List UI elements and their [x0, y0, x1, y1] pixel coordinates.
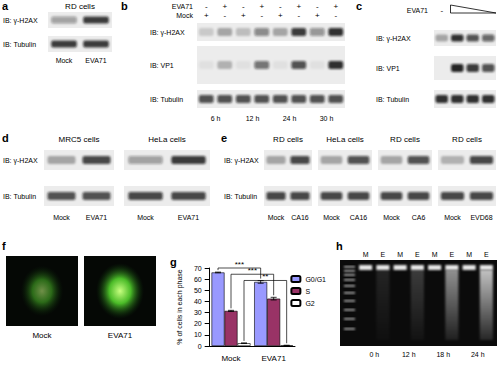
svg-text:E: E [415, 251, 420, 258]
svg-text:IB: γ-H2AX: IB: γ-H2AX [3, 157, 38, 165]
svg-text:S: S [305, 288, 310, 295]
svg-text:-: - [205, 2, 208, 11]
svg-text:M: M [397, 251, 403, 258]
svg-text:20: 20 [194, 320, 202, 327]
svg-text:Mock: Mock [56, 57, 73, 64]
svg-text:60: 60 [194, 276, 202, 283]
svg-text:EVA71: EVA71 [86, 214, 107, 221]
svg-text:Mock: Mock [53, 214, 70, 221]
svg-text:M: M [432, 251, 438, 258]
svg-text:+: + [333, 2, 338, 11]
svg-text:EVA71: EVA71 [108, 331, 133, 340]
svg-text:50: 50 [194, 287, 202, 294]
svg-text:RD cells: RD cells [65, 2, 95, 11]
svg-text:-: - [242, 2, 245, 11]
svg-text:CA6: CA6 [412, 214, 426, 221]
svg-text:IB: Tubulin: IB: Tubulin [376, 96, 409, 103]
svg-text:EVD68: EVD68 [470, 214, 492, 221]
svg-text:18 h: 18 h [436, 351, 450, 358]
svg-text:E: E [484, 251, 489, 258]
svg-text:-: - [316, 2, 319, 11]
svg-text:+: + [204, 11, 209, 20]
svg-text:+: + [278, 11, 283, 20]
svg-text:-: - [223, 11, 226, 20]
svg-text:IB: Tubulin: IB: Tubulin [3, 41, 36, 48]
svg-text:12 h: 12 h [246, 115, 260, 122]
svg-text:40: 40 [194, 298, 202, 305]
svg-text:Mock: Mock [383, 214, 400, 221]
svg-text:IB: γ-H2AX: IB: γ-H2AX [376, 35, 411, 43]
svg-text:-: - [279, 2, 282, 11]
svg-text:IB: Tubulin: IB: Tubulin [150, 96, 183, 103]
svg-text:EVA71: EVA71 [178, 214, 199, 221]
svg-text:EVA71: EVA71 [172, 3, 193, 10]
svg-text:Mock: Mock [32, 331, 52, 340]
svg-text:-: - [260, 11, 263, 20]
svg-text:a: a [2, 0, 9, 12]
svg-text:IB: γ-H2AX: IB: γ-H2AX [150, 29, 185, 37]
svg-text:***: *** [235, 260, 244, 269]
svg-text:70: 70 [194, 265, 202, 272]
svg-text:IB: Tubulin: IB: Tubulin [224, 193, 257, 200]
svg-text:IB: γ-H2AX: IB: γ-H2AX [224, 157, 259, 165]
svg-text:e: e [221, 132, 227, 144]
svg-text:Mock: Mock [444, 214, 461, 221]
svg-text:IB: γ-H2AX: IB: γ-H2AX [3, 17, 38, 25]
svg-text:h: h [336, 240, 343, 252]
svg-text:Mock: Mock [176, 12, 193, 19]
svg-text:30 h: 30 h [320, 115, 334, 122]
svg-text:d: d [2, 132, 9, 144]
svg-text:24 h: 24 h [471, 351, 485, 358]
svg-text:+: + [222, 2, 227, 11]
svg-text:f: f [2, 240, 6, 252]
svg-text:HeLa cells: HeLa cells [326, 135, 363, 144]
svg-text:IB: Tubulin: IB: Tubulin [3, 193, 36, 200]
svg-text:EVA71: EVA71 [407, 7, 428, 14]
svg-text:CA16: CA16 [350, 214, 368, 221]
svg-text:M: M [466, 251, 472, 258]
svg-text:10: 10 [194, 331, 202, 338]
svg-text:% of cells in each phase: % of cells in each phase [176, 269, 184, 345]
svg-text:**: ** [262, 272, 268, 281]
svg-text:24 h: 24 h [283, 115, 297, 122]
svg-text:RD cells: RD cells [452, 135, 482, 144]
svg-text:MRC5 cells: MRC5 cells [59, 135, 100, 144]
svg-text:EVA71: EVA71 [85, 57, 106, 64]
svg-text:***: *** [248, 266, 257, 275]
svg-text:Mock: Mock [137, 214, 154, 221]
svg-text:M: M [363, 251, 369, 258]
svg-text:HeLa cells: HeLa cells [148, 135, 185, 144]
svg-text:b: b [121, 0, 128, 12]
svg-text:+: + [241, 11, 246, 20]
svg-text:+: + [296, 2, 301, 11]
svg-text:Mock: Mock [221, 354, 241, 363]
svg-text:0 h: 0 h [369, 351, 379, 358]
svg-text:EVA71: EVA71 [262, 354, 287, 363]
svg-text:CA16: CA16 [291, 214, 309, 221]
svg-text:Mock: Mock [323, 214, 340, 221]
svg-text:E: E [450, 251, 455, 258]
svg-text:0: 0 [198, 343, 202, 350]
svg-text:-: - [297, 11, 300, 20]
svg-text:Mock: Mock [268, 214, 285, 221]
svg-text:30: 30 [194, 309, 202, 316]
svg-text:RD cells: RD cells [390, 135, 420, 144]
svg-text:+: + [259, 2, 264, 11]
svg-text:12 h: 12 h [402, 351, 416, 358]
svg-text:6 h: 6 h [211, 115, 221, 122]
svg-text:+: + [315, 11, 320, 20]
svg-text:RD cells: RD cells [273, 135, 303, 144]
svg-text:IB: VP1: IB: VP1 [376, 65, 400, 72]
svg-text:G2: G2 [305, 300, 314, 307]
svg-text:-: - [334, 11, 337, 20]
svg-text:IB: VP1: IB: VP1 [150, 62, 174, 69]
svg-text:g: g [170, 256, 177, 268]
svg-text:E: E [381, 251, 386, 258]
svg-text:c: c [356, 0, 362, 12]
svg-text:-: - [440, 6, 443, 15]
svg-text:G0/G1: G0/G1 [305, 276, 326, 283]
